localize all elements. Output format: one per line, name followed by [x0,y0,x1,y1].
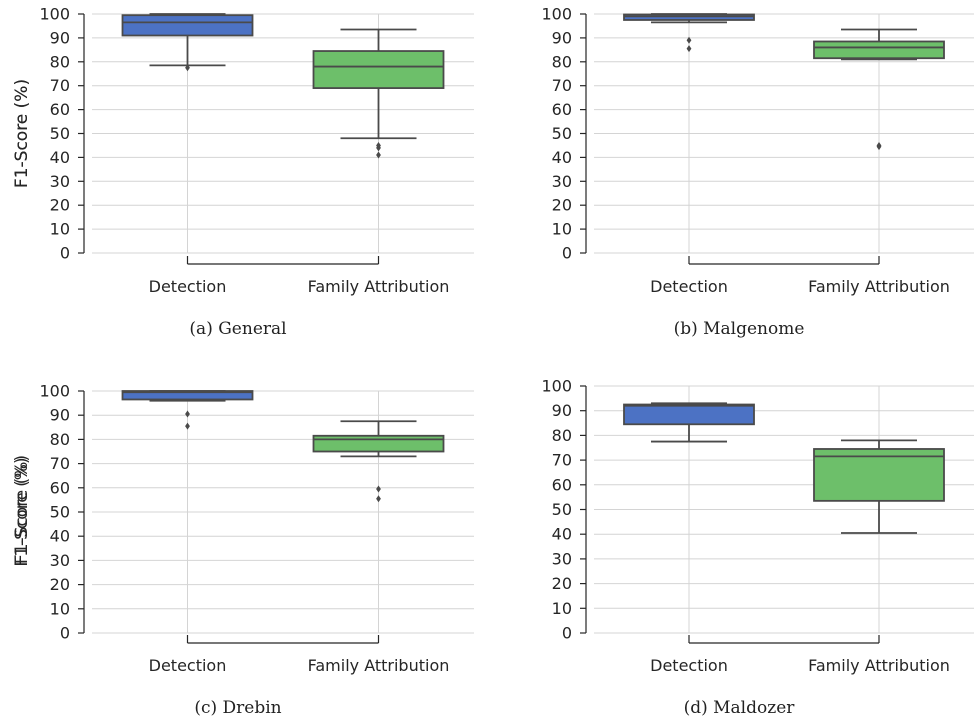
y-tick-label: 40 [552,525,572,544]
outlier-point [686,36,692,44]
outlier-point [185,422,190,430]
y-tick-label: 90 [552,401,572,420]
y-tick-label: 80 [50,52,70,71]
iqr-box [813,40,945,60]
y-tick-label: 20 [552,574,572,593]
y-tick-label: 30 [552,549,572,568]
iqr-box [312,434,445,453]
y-tick-label: 90 [50,28,70,47]
y-tick-label: 10 [552,220,572,239]
y-tick-label: 100 [39,5,70,24]
outlier-point [376,151,381,159]
y-tick-label: 0 [60,624,70,643]
chart-panel-3: 0 10 20 30 40 50 60 70 80 90 100 F1-Score (%) Detect… [12,382,474,718]
x-category-label: Detection [149,656,227,675]
box-family-attribution [813,28,945,151]
x-category-label: Family Attribution [808,656,950,675]
y-tick-label: 100 [541,5,572,24]
box-detection [121,390,254,430]
outlier-point [376,144,381,152]
iqr-box [121,390,254,401]
y-tick-label: 10 [50,599,70,618]
panel-caption: (d) Maldozer [684,698,796,718]
outlier-point [376,485,381,493]
y-tick-label: 60 [552,100,572,119]
y-tick-label: 70 [552,451,572,470]
y-tick-label: 50 [552,124,572,143]
y-axis-title: F1-Score (%) [12,455,32,564]
x-category-label: Family Attribution [808,277,950,296]
box-family-attribution [813,439,945,534]
y-axis-title: F1-Score (%) [12,457,32,566]
y-tick-label: 70 [50,76,70,95]
x-category-label: Family Attribution [308,656,450,675]
y-tick-label: 80 [552,52,572,71]
x-category-label: Detection [149,277,227,296]
outlier-point [876,143,882,151]
y-tick-label: 40 [552,148,572,167]
y-tick-label: 10 [552,599,572,618]
iqr-box [623,403,755,426]
y-tick-label: 70 [552,76,572,95]
outlier-point [376,495,381,503]
iqr-box [813,448,945,502]
y-tick-label: 30 [50,551,70,570]
y-tick-label: 60 [50,100,70,119]
y-tick-label: 30 [50,172,70,191]
x-category-label: Detection [650,277,728,296]
y-tick-label: 70 [50,454,70,473]
y-tick-label: 20 [50,196,70,215]
y-tick-label: 20 [50,575,70,594]
x-category-label: Family Attribution [308,277,450,296]
y-tick-label: 90 [552,28,572,47]
y-tick-label: 30 [552,172,572,191]
y-tick-label: 10 [50,220,70,239]
box-detection [121,13,254,72]
box-detection [623,402,755,443]
box-family-attribution [312,28,445,159]
box-family-attribution [312,420,445,503]
y-tick-label: 50 [552,500,572,519]
y-tick-label: 0 [562,244,572,263]
y-tick-label: 100 [541,377,572,396]
outlier-point [185,64,190,72]
x-category-label: Detection [650,656,728,675]
y-tick-label: 80 [552,426,572,445]
y-tick-label: 40 [50,148,70,167]
iqr-box [121,14,254,37]
y-tick-label: 50 [50,124,70,143]
outlier-point [686,45,692,53]
panel-caption: (a) General [189,319,286,339]
box-detection [623,13,755,53]
y-tick-label: 0 [60,244,70,263]
outlier-point [185,410,190,418]
y-axis-title: F1-Score (%) [12,79,32,188]
y-tick-label: 90 [50,406,70,425]
panel-caption: (b) Malgenome [674,319,805,339]
y-tick-label: 60 [552,475,572,494]
y-tick-label: 40 [50,527,70,546]
y-axis-title: F1-Score (%) [12,79,32,188]
y-tick-label: 50 [50,503,70,522]
y-tick-label: 60 [50,478,70,497]
chart-panel-1: 0 10 20 30 40 50 60 70 80 90 100 F1-Score (%) Detect… [12,5,474,339]
y-tick-label: 80 [50,430,70,449]
panel-caption: (c) Drebin [194,698,281,718]
iqr-box [312,50,445,89]
y-tick-label: 100 [39,382,70,401]
y-tick-label: 20 [552,196,572,215]
y-tick-label: 0 [562,624,572,643]
